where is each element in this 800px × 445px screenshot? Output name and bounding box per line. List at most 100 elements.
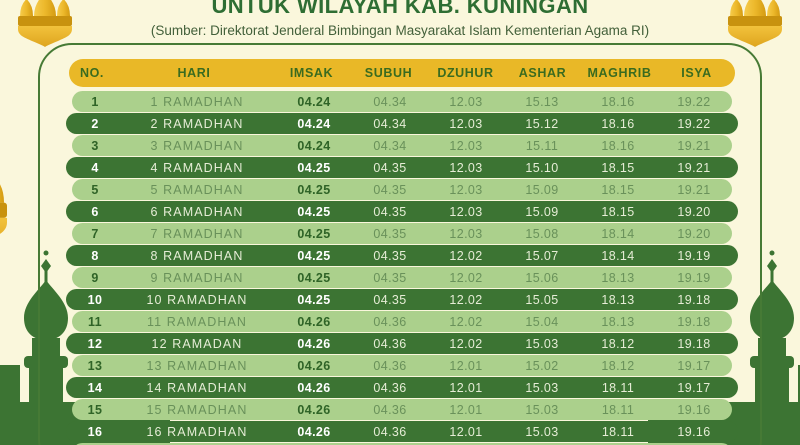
- cell-subuh: 04.36: [373, 358, 407, 373]
- cell-dzuhur: 12.02: [449, 336, 483, 351]
- cell-maghrib: 18.11: [601, 380, 635, 395]
- cell-dzuhur: 12.03: [449, 160, 483, 175]
- cell-maghrib: 18.16: [601, 138, 635, 153]
- cell-subuh: 04.34: [373, 138, 407, 153]
- cell-ashar: 15.10: [525, 160, 559, 175]
- page-title: UNTUK WILAYAH KAB. KUNINGAN: [211, 0, 589, 18]
- cell-imsak: 04.25: [297, 226, 331, 241]
- cell-maghrib: 18.15: [601, 204, 635, 219]
- header-isya: ISYA: [681, 66, 712, 80]
- table-row: 9 9 RAMADHAN 04.25 04.35 12.02 15.06 18.13 19.1…: [72, 267, 732, 288]
- cell-hari: 10 RAMADHAN: [146, 292, 248, 307]
- schedule-card: NO. HARI IMSAK SUBUH DZUHUR ASHAR MAGHRI…: [38, 43, 762, 445]
- cell-imsak: 04.25: [297, 204, 331, 219]
- table-row: 14 14 RAMADHAN 04.26 04.36 12.01 15.03 18.11 19…: [66, 377, 738, 398]
- cell-maghrib: 18.11: [601, 402, 635, 417]
- cell-dzuhur: 12.01: [449, 358, 483, 373]
- table-row: 6 6 RAMADHAN 04.25 04.35 12.03 15.09 18.15 19.2…: [66, 201, 738, 222]
- cell-imsak: 04.25: [297, 248, 331, 263]
- header-dzuhur: DZUHUR: [437, 66, 494, 80]
- cell-ashar: 15.12: [525, 116, 559, 131]
- table-row: 4 4 RAMADHAN 04.25 04.35 12.03 15.10 18.15 19.2…: [66, 157, 738, 178]
- cell-ashar: 15.06: [525, 270, 559, 285]
- cell-maghrib: 18.16: [601, 94, 635, 109]
- cell-ashar: 15.04: [525, 314, 559, 329]
- cell-ashar: 15.03: [525, 336, 559, 351]
- cell-hari: 1 RAMADHAN: [150, 94, 244, 109]
- cell-dzuhur: 12.03: [449, 182, 483, 197]
- cell-hari: 12 RAMADAN: [151, 336, 243, 351]
- cell-maghrib: 18.14: [601, 248, 635, 263]
- table-header: NO. HARI IMSAK SUBUH DZUHUR ASHAR MAGHRI…: [69, 59, 735, 87]
- cell-dzuhur: 12.01: [449, 380, 483, 395]
- cell-hari: 9 RAMADHAN: [150, 270, 244, 285]
- cell-subuh: 04.36: [373, 314, 407, 329]
- cell-no: 5: [91, 182, 99, 197]
- cell-hari: 6 RAMADHAN: [150, 204, 244, 219]
- cell-no: 8: [91, 248, 99, 263]
- table-row: 16 16 RAMADHAN 04.26 04.36 12.01 15.03 18.11 19…: [66, 421, 738, 442]
- cell-maghrib: 18.11: [601, 424, 635, 439]
- cell-no: 14: [87, 380, 103, 395]
- cell-ashar: 15.03: [525, 424, 559, 439]
- cell-isya: 19.17: [677, 380, 711, 395]
- cell-imsak: 04.25: [297, 182, 331, 197]
- cell-ashar: 15.03: [525, 402, 559, 417]
- header-no: NO.: [79, 66, 105, 80]
- cell-isya: 19.21: [677, 182, 711, 197]
- cell-subuh: 04.34: [373, 94, 407, 109]
- cell-isya: 19.19: [677, 270, 711, 285]
- cell-hari: 3 RAMADHAN: [150, 138, 244, 153]
- header-hari: HARI: [177, 66, 211, 80]
- cell-no: 13: [87, 358, 103, 373]
- cell-subuh: 04.35: [373, 182, 407, 197]
- cell-ashar: 15.13: [525, 94, 559, 109]
- cell-hari: 4 RAMADHAN: [150, 160, 244, 175]
- cell-no: 1: [91, 94, 99, 109]
- cell-no: 12: [87, 336, 103, 351]
- cell-subuh: 04.35: [373, 160, 407, 175]
- header-maghrib: MAGHRIB: [587, 66, 652, 80]
- cell-no: 7: [91, 226, 99, 241]
- cell-dzuhur: 12.03: [449, 138, 483, 153]
- cell-subuh: 04.36: [373, 402, 407, 417]
- cell-subuh: 04.36: [373, 336, 407, 351]
- cell-no: 2: [91, 116, 99, 131]
- table-row: 2 2 RAMADHAN 04.24 04.34 12.03 15.12 18.16 19.2…: [66, 113, 738, 134]
- cell-imsak: 04.25: [297, 292, 331, 307]
- cell-maghrib: 18.15: [601, 182, 635, 197]
- cell-subuh: 04.35: [373, 270, 407, 285]
- cell-dzuhur: 12.02: [449, 314, 483, 329]
- cell-maghrib: 18.13: [601, 270, 635, 285]
- cell-no: 16: [87, 424, 103, 439]
- cell-subuh: 04.35: [373, 248, 407, 263]
- cell-imsak: 04.24: [297, 94, 331, 109]
- cell-isya: 19.21: [677, 138, 711, 153]
- header-subuh: SUBUH: [364, 66, 413, 80]
- cell-ashar: 15.03: [525, 380, 559, 395]
- cell-no: 15: [87, 402, 103, 417]
- table-row: 5 5 RAMADHAN 04.25 04.35 12.03 15.09 18.15 19.2…: [72, 179, 732, 200]
- cell-ashar: 15.02: [525, 358, 559, 373]
- cell-hari: 13 RAMADHAN: [146, 358, 248, 373]
- cell-ashar: 15.08: [525, 226, 559, 241]
- lantern-partial-icon: [0, 166, 7, 250]
- cell-hari: 11 RAMADHAN: [146, 314, 248, 329]
- cell-maghrib: 18.16: [601, 116, 635, 131]
- cell-dzuhur: 12.02: [449, 292, 483, 307]
- cell-maghrib: 18.13: [601, 314, 635, 329]
- cell-subuh: 04.34: [373, 116, 407, 131]
- cell-no: 4: [91, 160, 99, 175]
- cell-ashar: 15.09: [525, 204, 559, 219]
- cell-isya: 19.18: [677, 292, 711, 307]
- cell-no: 3: [91, 138, 99, 153]
- cell-imsak: 04.26: [297, 402, 331, 417]
- cell-imsak: 04.26: [297, 358, 331, 373]
- cell-isya: 19.19: [677, 248, 711, 263]
- cell-ashar: 15.05: [525, 292, 559, 307]
- table-row: 12 12 RAMADAN 04.26 04.36 12.02 15.03 18.12 19.…: [66, 333, 738, 354]
- cell-subuh: 04.35: [373, 292, 407, 307]
- table-row: 7 7 RAMADHAN 04.25 04.35 12.03 15.08 18.14 19.2…: [72, 223, 732, 244]
- cell-isya: 19.20: [677, 204, 711, 219]
